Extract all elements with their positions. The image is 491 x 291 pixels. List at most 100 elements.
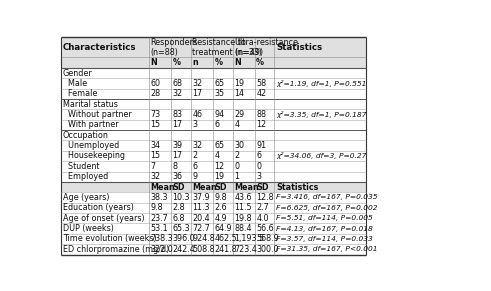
Text: 32: 32 [192, 141, 202, 150]
Text: 39: 39 [172, 141, 183, 150]
Text: 88.4: 88.4 [234, 224, 251, 233]
Text: 15: 15 [150, 120, 161, 129]
Text: F=3.57, df=114, P=0.033: F=3.57, df=114, P=0.033 [276, 236, 373, 242]
Text: 53.1: 53.1 [150, 224, 168, 233]
Text: F=4.13, df=167, P=0.018: F=4.13, df=167, P=0.018 [276, 226, 373, 232]
Bar [61, 203, 366, 213]
Text: 3: 3 [256, 172, 261, 181]
Text: F=3.416, df=167, P=0.035: F=3.416, df=167, P=0.035 [276, 194, 378, 200]
Text: N: N [234, 58, 241, 67]
Text: 2.8: 2.8 [172, 203, 185, 212]
Text: χ²=34.06, df=3, P=0.27: χ²=34.06, df=3, P=0.27 [276, 152, 366, 159]
Text: Age of onset (years): Age of onset (years) [63, 214, 144, 223]
Bar [61, 171, 366, 182]
Text: 508.8: 508.8 [192, 245, 215, 254]
Text: 300.0: 300.0 [256, 245, 279, 254]
Text: 20.4: 20.4 [192, 214, 210, 223]
Text: Ultra-resistance
(n=33): Ultra-resistance (n=33) [234, 38, 298, 57]
Text: 1: 1 [234, 172, 239, 181]
Text: 2.7: 2.7 [256, 203, 269, 212]
Text: 38.3: 38.3 [150, 193, 168, 202]
Text: 37.9: 37.9 [192, 193, 210, 202]
Text: 64.9: 64.9 [215, 224, 232, 233]
Text: 56.6: 56.6 [256, 224, 274, 233]
Text: 29: 29 [234, 110, 245, 119]
Text: 9.8: 9.8 [150, 203, 163, 212]
Text: Mean: Mean [150, 182, 175, 191]
Text: SD: SD [215, 182, 227, 191]
Text: 17: 17 [172, 120, 183, 129]
Text: 10.3: 10.3 [172, 193, 190, 202]
Text: 6: 6 [192, 162, 197, 171]
Text: 11.5: 11.5 [234, 203, 252, 212]
Text: 2.6: 2.6 [215, 203, 227, 212]
Text: 28: 28 [150, 89, 161, 98]
Text: 924.8: 924.8 [192, 235, 215, 244]
Text: 396.0: 396.0 [172, 235, 195, 244]
Text: Age (years): Age (years) [63, 193, 109, 202]
Bar [61, 130, 366, 141]
Text: Without partner: Without partner [63, 110, 132, 119]
Text: 322.0: 322.0 [150, 245, 173, 254]
Text: Resistance to
treatment (n=49): Resistance to treatment (n=49) [192, 38, 263, 57]
Text: 462.5: 462.5 [215, 235, 237, 244]
Bar [61, 161, 366, 171]
Bar [61, 244, 366, 255]
Text: 88: 88 [256, 110, 266, 119]
Bar [61, 120, 366, 130]
Text: 19.8: 19.8 [234, 214, 252, 223]
Text: 91: 91 [256, 141, 266, 150]
Text: 6: 6 [215, 120, 219, 129]
Text: 65: 65 [215, 79, 224, 88]
Text: 12.8: 12.8 [256, 193, 274, 202]
Text: 0: 0 [234, 162, 239, 171]
Text: 17: 17 [172, 152, 183, 160]
Text: 23.7: 23.7 [150, 214, 168, 223]
Bar [61, 109, 366, 120]
Text: 65.3: 65.3 [172, 224, 190, 233]
Bar [61, 182, 366, 192]
Text: N: N [150, 58, 157, 67]
Text: n: n [192, 58, 198, 67]
Bar [61, 78, 366, 88]
Text: 34: 34 [150, 141, 161, 150]
Text: 3: 3 [192, 120, 197, 129]
Text: 9.8: 9.8 [215, 193, 227, 202]
Text: ED chlorpromazine (mg/d): ED chlorpromazine (mg/d) [63, 245, 169, 254]
Text: F=31.35, df=167, P<0.001: F=31.35, df=167, P<0.001 [276, 246, 378, 252]
Bar [61, 234, 366, 244]
Text: 12: 12 [256, 120, 266, 129]
Text: 11.3: 11.3 [192, 203, 210, 212]
Text: 68: 68 [172, 79, 183, 88]
Text: 32: 32 [172, 89, 183, 98]
Text: Characteristics: Characteristics [63, 43, 136, 52]
Bar [61, 99, 366, 109]
Text: F=6.625, df=167, P=0.002: F=6.625, df=167, P=0.002 [276, 205, 378, 211]
Text: 2: 2 [234, 152, 239, 160]
Text: Housekeeping: Housekeeping [63, 152, 125, 160]
Bar [61, 88, 366, 99]
Text: Statistics: Statistics [276, 182, 318, 191]
Text: 60: 60 [150, 79, 161, 88]
Text: 0: 0 [256, 162, 261, 171]
Text: 242.4: 242.4 [172, 245, 195, 254]
Text: SD: SD [172, 182, 185, 191]
Text: 46: 46 [192, 110, 202, 119]
Text: 4: 4 [234, 120, 239, 129]
Text: 19: 19 [234, 79, 244, 88]
Text: Male: Male [63, 79, 87, 88]
Text: Marital status: Marital status [63, 100, 118, 109]
Text: 17: 17 [192, 89, 202, 98]
Text: 12: 12 [215, 162, 224, 171]
Text: 4: 4 [215, 152, 219, 160]
Bar [61, 213, 366, 223]
Text: 43.6: 43.6 [234, 193, 251, 202]
Text: 7: 7 [150, 162, 156, 171]
Text: 6: 6 [256, 152, 261, 160]
Bar [61, 57, 366, 68]
Bar [61, 223, 366, 234]
Bar [61, 68, 366, 78]
Text: χ²=3.35, df=1, P=0.187: χ²=3.35, df=1, P=0.187 [276, 111, 366, 118]
Text: SD: SD [256, 182, 269, 191]
Text: Unemployed: Unemployed [63, 141, 119, 150]
